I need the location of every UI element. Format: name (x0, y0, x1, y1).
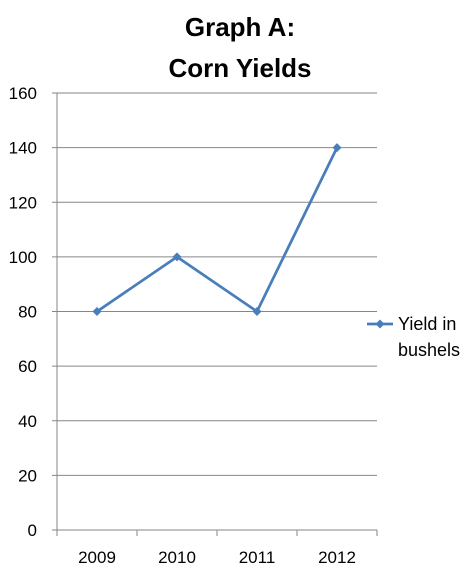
x-tick-label-2012: 2012 (318, 548, 356, 567)
y-tick-label-40: 40 (18, 412, 37, 431)
y-axis-tick-labels: 0 20 40 60 80 100 120 140 160 (9, 84, 37, 540)
chart-title-line-2: Corn Yields (168, 53, 311, 83)
data-point-2010 (172, 252, 182, 262)
x-tick-label-2010: 2010 (158, 548, 196, 567)
y-tick-label-140: 140 (9, 139, 37, 158)
x-axis-tick-labels: 2009 2010 2011 2012 (78, 548, 356, 567)
y-tick-label-20: 20 (18, 466, 37, 485)
x-tick-label-2009: 2009 (78, 548, 116, 567)
data-series (92, 143, 342, 316)
series-line-0 (96, 147, 339, 313)
y-tick-label-80: 80 (18, 303, 37, 322)
data-point-2012 (332, 143, 342, 153)
gridlines (57, 92, 377, 476)
legend: Yield in bushels (367, 314, 460, 360)
y-tick-label-0: 0 (28, 521, 37, 540)
y-tick-label-120: 120 (9, 193, 37, 212)
axes (52, 92, 378, 536)
legend-label-line-2: bushels (398, 340, 460, 360)
y-tick-label-100: 100 (9, 248, 37, 267)
data-point-2009 (92, 307, 102, 316)
y-tick-label-60: 60 (18, 357, 37, 376)
data-point-2011 (252, 307, 262, 316)
y-tick-label-160: 160 (9, 84, 37, 103)
legend-diamond-marker (375, 319, 385, 329)
x-tick-label-2011: 2011 (239, 548, 276, 567)
chart-title-line-1: Graph A: (185, 12, 295, 42)
legend-label-line-1: Yield in (398, 314, 456, 334)
